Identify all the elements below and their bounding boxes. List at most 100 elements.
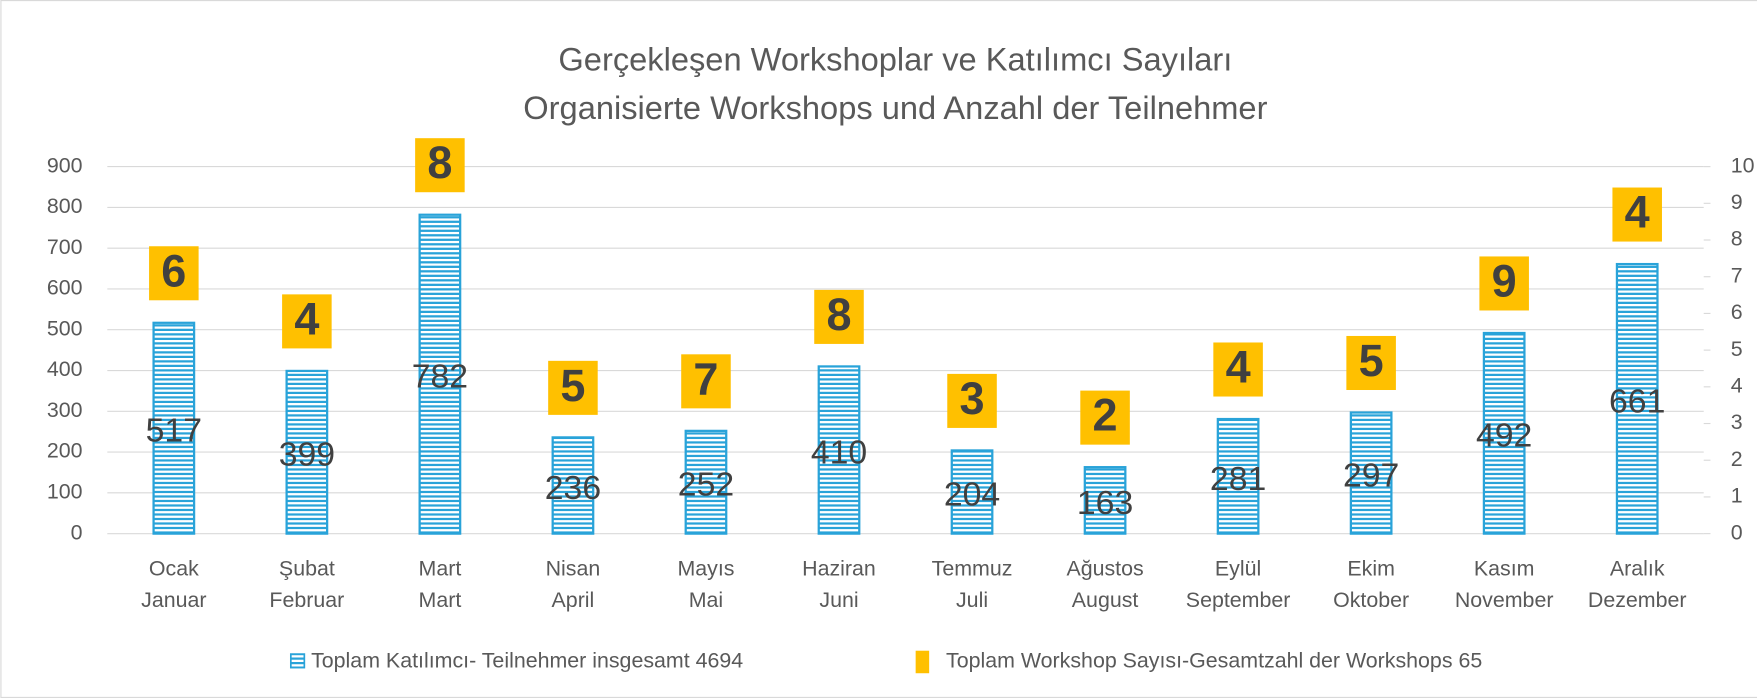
bar-value-label: 163 bbox=[1077, 484, 1133, 522]
workshop-marker bbox=[814, 289, 864, 344]
workshop-marker bbox=[1346, 335, 1396, 391]
y2-tick-label: 9 bbox=[1731, 190, 1743, 214]
bar bbox=[1349, 411, 1393, 535]
x-tick-label: Aralık bbox=[1610, 556, 1665, 580]
workshop-value-label: 4 bbox=[294, 293, 319, 344]
bar-value-label: 410 bbox=[811, 433, 867, 471]
workshop-marker bbox=[681, 354, 731, 409]
workshop-marker bbox=[548, 360, 598, 415]
bar-value-label: 782 bbox=[412, 358, 468, 396]
bar bbox=[1615, 262, 1659, 535]
legend-swatch bbox=[289, 653, 306, 669]
bar bbox=[684, 429, 728, 535]
x-tick-label: Ocak bbox=[149, 556, 199, 580]
y-tick-label: 900 bbox=[47, 153, 83, 177]
x-tick-label: Juni bbox=[819, 588, 858, 612]
x-tick-label: Şubat bbox=[279, 556, 335, 580]
x-tick-label: Mai bbox=[689, 588, 723, 612]
legend-label: Toplam Katılımcı- Teilnehmer insgesamt 4… bbox=[311, 649, 743, 673]
bar bbox=[152, 321, 196, 535]
bar bbox=[950, 449, 994, 535]
bar bbox=[1083, 466, 1127, 535]
y-tick-label: 400 bbox=[47, 357, 83, 381]
bar-value-label: 517 bbox=[146, 412, 202, 450]
workshop-value-label: 4 bbox=[1625, 187, 1650, 238]
x-tick-label: Mayıs bbox=[677, 556, 734, 580]
x-tick-label: Mart bbox=[419, 588, 462, 612]
x-tick-label: Januar bbox=[141, 588, 206, 612]
y-tick-label: 100 bbox=[47, 480, 83, 504]
y2-tick-label: 10 bbox=[1731, 153, 1755, 177]
x-tick-label: November bbox=[1455, 588, 1554, 612]
x-tick-label: Dezember bbox=[1588, 588, 1687, 612]
x-tick-label: Ekim bbox=[1347, 556, 1395, 580]
y2-tick-label: 2 bbox=[1731, 447, 1743, 471]
bar bbox=[1482, 331, 1526, 535]
bar bbox=[285, 369, 329, 535]
workshop-marker bbox=[1479, 256, 1529, 311]
workshop-marker bbox=[1213, 342, 1263, 397]
x-tick-label: Februar bbox=[269, 588, 344, 612]
workshop-value-label: 8 bbox=[826, 289, 851, 340]
y-tick-label: 600 bbox=[47, 276, 83, 300]
y2-tick-label: 4 bbox=[1731, 373, 1743, 397]
x-tick-label: August bbox=[1072, 588, 1139, 612]
x-tick-label: Eylül bbox=[1215, 556, 1261, 580]
workshop-value-label: 5 bbox=[560, 360, 585, 411]
bar-value-label: 399 bbox=[279, 436, 335, 474]
bar-value-label: 281 bbox=[1210, 460, 1266, 498]
workshop-value-label: 2 bbox=[1093, 390, 1118, 441]
x-tick-label: Kasım bbox=[1474, 556, 1535, 580]
y-tick-label: 300 bbox=[47, 398, 83, 422]
workshop-marker bbox=[149, 246, 199, 301]
y-tick-label: 500 bbox=[47, 316, 83, 340]
x-tick-label: Temmuz bbox=[932, 556, 1013, 580]
y2-tick-label: 5 bbox=[1731, 337, 1743, 361]
legend-swatch bbox=[915, 650, 930, 674]
bar bbox=[418, 213, 462, 535]
y-tick-label: 0 bbox=[71, 520, 83, 544]
workshop-value-label: 9 bbox=[1492, 255, 1517, 306]
bar-value-label: 236 bbox=[545, 469, 601, 507]
chart-subtitle: Organisierte Workshops und Anzahl der Te… bbox=[523, 89, 1267, 126]
workshop-value-label: 7 bbox=[693, 353, 718, 404]
y2-tick-label: 7 bbox=[1731, 263, 1743, 287]
x-tick-label: Ağustos bbox=[1066, 556, 1143, 580]
chart-title: Gerçekleşen Workshoplar ve Katılımcı Say… bbox=[558, 41, 1232, 78]
workshop-marker bbox=[282, 294, 332, 349]
workshop-value-label: 6 bbox=[161, 245, 186, 296]
x-tick-label: September bbox=[1186, 588, 1291, 612]
y-tick-label: 700 bbox=[47, 235, 83, 259]
bar-value-label: 297 bbox=[1343, 457, 1399, 495]
bar-value-label: 204 bbox=[944, 475, 1000, 513]
y-tick-label: 800 bbox=[47, 194, 83, 218]
workshop-value-label: 5 bbox=[1359, 335, 1384, 386]
bar-value-label: 661 bbox=[1609, 382, 1665, 420]
bar bbox=[817, 365, 861, 535]
workshop-marker bbox=[415, 138, 465, 193]
y-tick-label: 200 bbox=[47, 439, 83, 463]
bar-value-label: 252 bbox=[678, 466, 734, 504]
bar-value-label: 492 bbox=[1476, 417, 1532, 455]
x-tick-label: Oktober bbox=[1333, 588, 1409, 612]
bar bbox=[1216, 417, 1260, 535]
y2-tick-label: 6 bbox=[1731, 300, 1743, 324]
workshop-value-label: 8 bbox=[427, 137, 452, 188]
y2-tick-label: 1 bbox=[1731, 484, 1743, 508]
y2-tick-label: 3 bbox=[1731, 410, 1743, 434]
y2-tick-label: 8 bbox=[1731, 227, 1743, 251]
y2-tick-label: 0 bbox=[1731, 520, 1743, 544]
workshop-marker bbox=[1080, 390, 1130, 445]
bar bbox=[551, 436, 595, 535]
legend-label: Toplam Workshop Sayısı-Gesamtzahl der Wo… bbox=[946, 649, 1482, 673]
x-tick-label: Mart bbox=[419, 556, 462, 580]
x-tick-label: Nisan bbox=[546, 556, 601, 580]
x-tick-label: April bbox=[552, 588, 595, 612]
workshop-value-label: 3 bbox=[960, 373, 985, 424]
workshop-marker bbox=[947, 373, 997, 428]
x-tick-label: Haziran bbox=[802, 556, 876, 580]
workshop-value-label: 4 bbox=[1226, 342, 1251, 393]
x-tick-label: Juli bbox=[956, 588, 988, 612]
